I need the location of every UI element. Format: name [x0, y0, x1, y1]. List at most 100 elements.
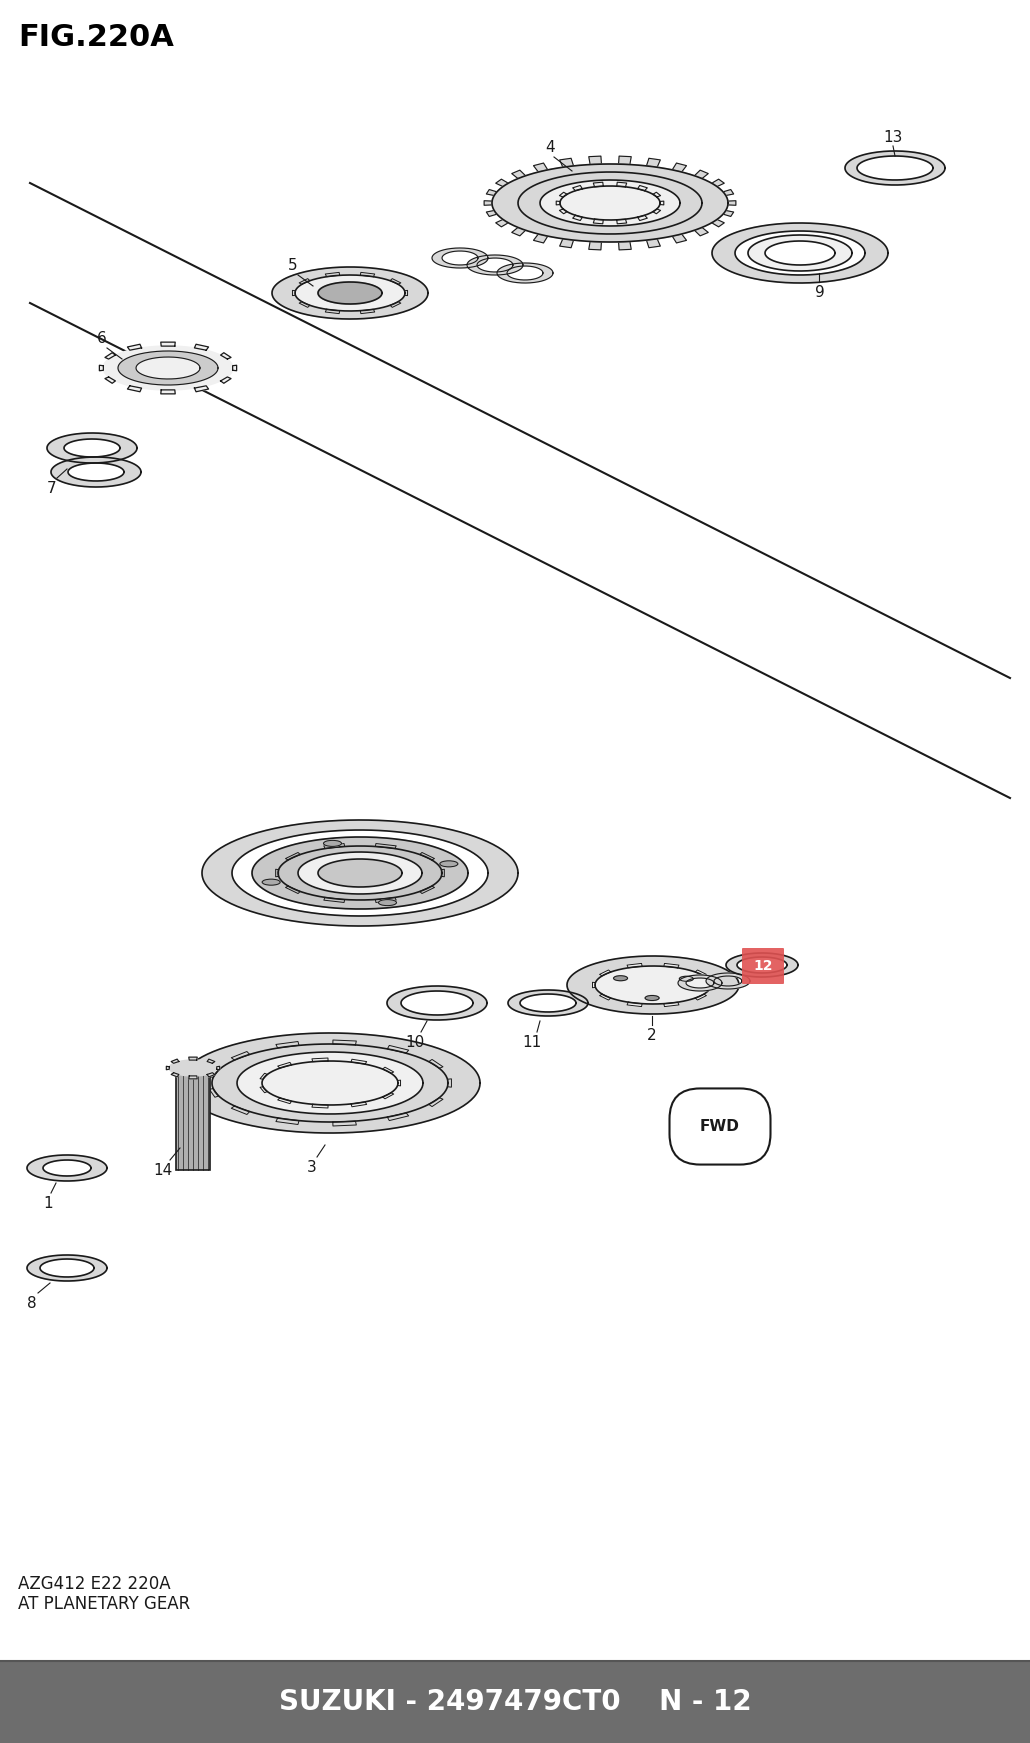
Polygon shape	[161, 390, 175, 394]
Text: 4: 4	[545, 139, 555, 155]
Polygon shape	[694, 227, 709, 235]
Polygon shape	[712, 180, 724, 187]
Text: AZG412 E22 220A: AZG412 E22 220A	[18, 1576, 171, 1593]
Polygon shape	[398, 1081, 401, 1086]
Polygon shape	[694, 171, 709, 178]
Polygon shape	[312, 1058, 329, 1061]
Polygon shape	[638, 216, 647, 221]
Polygon shape	[375, 844, 397, 849]
Polygon shape	[276, 870, 279, 877]
Polygon shape	[495, 180, 508, 187]
Polygon shape	[212, 1044, 448, 1122]
Polygon shape	[653, 192, 660, 197]
Polygon shape	[351, 1060, 367, 1065]
Polygon shape	[232, 1105, 249, 1114]
Polygon shape	[647, 159, 660, 167]
Polygon shape	[260, 1074, 268, 1079]
Polygon shape	[712, 220, 724, 227]
Polygon shape	[323, 898, 345, 903]
Polygon shape	[560, 187, 660, 220]
Polygon shape	[195, 345, 208, 350]
Polygon shape	[512, 227, 525, 235]
Polygon shape	[171, 1072, 179, 1077]
Text: 13: 13	[884, 131, 902, 145]
Text: 6: 6	[97, 331, 107, 347]
Polygon shape	[428, 1098, 443, 1107]
Polygon shape	[589, 242, 602, 249]
Polygon shape	[441, 870, 444, 877]
Polygon shape	[166, 1067, 169, 1070]
Polygon shape	[169, 1060, 217, 1075]
Polygon shape	[599, 969, 611, 976]
Polygon shape	[653, 209, 660, 214]
Polygon shape	[333, 1041, 356, 1044]
Text: 9: 9	[815, 286, 825, 300]
Text: 7: 7	[47, 481, 57, 497]
Polygon shape	[351, 1102, 367, 1107]
Polygon shape	[540, 180, 680, 227]
Polygon shape	[252, 837, 468, 910]
Polygon shape	[492, 164, 728, 242]
Polygon shape	[447, 1079, 451, 1088]
Polygon shape	[209, 1068, 218, 1077]
Ellipse shape	[440, 861, 458, 866]
Ellipse shape	[323, 840, 342, 847]
Polygon shape	[233, 366, 237, 371]
Polygon shape	[566, 955, 739, 1014]
Polygon shape	[180, 1034, 480, 1133]
Polygon shape	[312, 1105, 329, 1109]
Polygon shape	[728, 200, 735, 206]
Text: 14: 14	[153, 1163, 173, 1178]
Polygon shape	[103, 347, 233, 390]
Polygon shape	[559, 209, 568, 214]
Polygon shape	[232, 1051, 249, 1060]
Polygon shape	[723, 190, 733, 195]
Polygon shape	[276, 1042, 299, 1048]
Polygon shape	[428, 1060, 443, 1068]
Polygon shape	[209, 1089, 218, 1098]
Polygon shape	[333, 1121, 356, 1126]
Bar	[176, 1068, 210, 1170]
Polygon shape	[647, 239, 660, 248]
Polygon shape	[748, 235, 852, 270]
Polygon shape	[298, 852, 422, 894]
Polygon shape	[220, 376, 231, 383]
Polygon shape	[638, 185, 647, 190]
Polygon shape	[619, 157, 631, 164]
Polygon shape	[559, 239, 574, 248]
Polygon shape	[47, 432, 137, 464]
Polygon shape	[105, 376, 115, 383]
Text: 3: 3	[307, 1161, 317, 1175]
Text: AT PLANETARY GEAR: AT PLANETARY GEAR	[18, 1595, 191, 1612]
Polygon shape	[285, 852, 300, 859]
Polygon shape	[276, 1117, 299, 1124]
Text: FIG.220A: FIG.220A	[18, 23, 174, 52]
Polygon shape	[706, 973, 750, 988]
Polygon shape	[712, 223, 888, 282]
Polygon shape	[726, 953, 798, 978]
Text: SUZUKI - 2497479CT0    N - 12: SUZUKI - 2497479CT0 N - 12	[279, 1687, 751, 1717]
Polygon shape	[678, 974, 722, 992]
Polygon shape	[495, 220, 508, 227]
Polygon shape	[278, 1098, 291, 1103]
Polygon shape	[278, 845, 442, 899]
Polygon shape	[627, 964, 642, 967]
Text: 1: 1	[43, 1196, 53, 1211]
Polygon shape	[272, 267, 428, 319]
Polygon shape	[617, 183, 626, 187]
Polygon shape	[592, 983, 595, 988]
Text: 8: 8	[27, 1297, 37, 1311]
Bar	[0, 1661, 1030, 1743]
Ellipse shape	[645, 995, 659, 1000]
Polygon shape	[845, 152, 945, 185]
Polygon shape	[128, 385, 141, 392]
Polygon shape	[237, 1053, 423, 1114]
Polygon shape	[723, 211, 733, 216]
Polygon shape	[508, 990, 588, 1016]
Polygon shape	[99, 366, 103, 371]
Text: FWD: FWD	[700, 1119, 740, 1135]
Polygon shape	[595, 966, 711, 1004]
Polygon shape	[589, 157, 602, 164]
Polygon shape	[118, 350, 218, 385]
Text: 10: 10	[406, 1035, 424, 1049]
